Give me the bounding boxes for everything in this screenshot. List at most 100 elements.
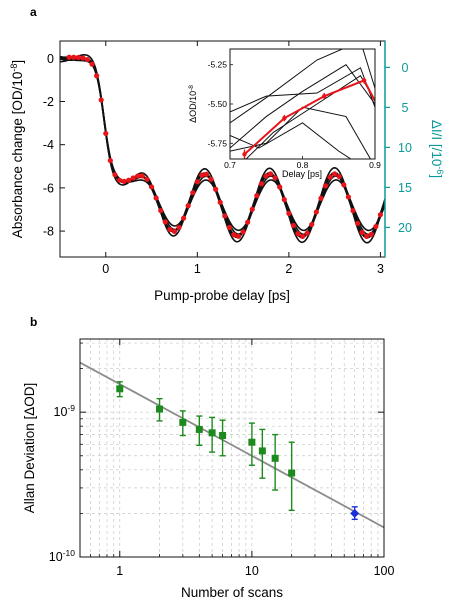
mean-trace-marker [203,171,210,177]
mean-trace-marker [313,209,319,215]
mean-trace-marker [139,173,145,179]
mean-trace-marker [126,177,132,183]
y2-tick-label: 10 [398,141,412,155]
inset-mean-marker [322,93,327,99]
y-tick-label: -6 [43,181,54,195]
y2-tick-label: 5 [402,101,409,115]
x-tick-label: 1 [194,262,201,276]
panel-a-y-ticks: 0 -2 -4 -6 -8 [43,52,65,239]
mean-trace-marker [359,229,365,236]
y-tick-label: 10-10 [49,548,75,564]
mean-trace-marker [373,223,379,230]
x-tick-label: 1 [116,564,123,578]
inset-chart: 0.7 0.8 0.9 -5.25 -5.50 -5.75 Delay [ps] ΔOD/… [188,48,382,179]
mean-trace-marker [240,229,246,235]
mean-trace-marker [208,176,214,182]
mean-trace-marker [89,61,95,67]
y2-tick-label: 0 [402,61,409,75]
mean-trace-marker [158,207,164,214]
panel-label-b: b [30,315,37,329]
mean-trace-marker [364,233,370,240]
mean-trace-marker [75,54,81,61]
inset-scan-trace [230,49,375,124]
mean-trace-marker [295,231,301,237]
mean-trace-marker [222,213,228,219]
data-point [179,418,187,426]
mean-trace-marker [235,233,242,239]
inset-y-axis-label: ΔOD/10-8 [188,85,198,123]
mean-trace-marker [290,222,297,229]
inset-mean-marker [361,78,367,83]
mean-trace-marker [249,206,255,212]
panel-a-x-ticks: 0 1 2 3 [102,41,384,276]
data-point-diamond [350,508,360,518]
mean-trace-marker [176,224,182,230]
y-tick-label: 0 [47,52,54,66]
mean-trace-marker [107,157,113,164]
mean-trace-marker [180,215,187,221]
mean-trace-marker [213,186,219,192]
inset-y-tick-label: -5.75 [208,138,228,148]
panel-label-a: a [30,5,37,19]
data-point [116,385,124,393]
inset-x-axis-label: Delay [ps] [282,169,322,179]
panel-b-grid [80,339,385,558]
panel-a-plot-area [60,54,385,244]
mean-trace-marker [66,54,72,60]
mean-trace-marker [231,232,237,238]
mean-trace-marker [112,172,118,178]
mean-trace-marker [185,203,191,209]
data-point [258,447,266,455]
mean-trace-marker [263,173,269,179]
inset-ticks: 0.7 0.8 0.9 -5.25 -5.50 -5.75 [208,60,382,170]
x-tick-label: 10 [245,564,259,578]
data-point [271,454,279,462]
mean-trace-marker [226,224,232,231]
mean-trace-marker [327,174,333,180]
mean-trace-marker [153,195,159,201]
mean-trace-marker [267,171,274,177]
y-tick-label: -8 [43,225,54,239]
panel-a-y2-ticks: 0 5 10 15 20 [385,61,412,235]
panel-b-x-axis-label: Number of scans [181,585,283,600]
mean-trace-marker [345,194,351,200]
panel-a-x-axis-label: Pump-probe delay [ps] [154,288,290,303]
data-point [195,425,203,433]
panel-b: b 1 10 100 10-10 10-9 Number of scans Allan … [22,315,394,600]
mean-trace-marker [322,183,329,189]
mean-trace-marker [217,199,223,205]
mean-trace-marker [350,208,356,214]
data-point [219,432,227,440]
mean-trace-marker [368,231,374,237]
mean-trace-marker [162,219,168,225]
data-point [156,405,164,413]
y2-tick-label: 20 [398,221,412,235]
mean-trace-marker [318,195,324,201]
panel-b-plot-area [79,361,385,529]
inset-mean-marker [282,115,287,121]
mean-trace-marker [332,171,338,177]
mean-trace-marker [258,181,265,187]
y-tick-label: -2 [43,95,54,109]
mean-trace-marker [277,184,283,190]
x-tick-label: 0 [102,262,109,276]
mean-trace-marker [272,175,278,181]
y-tick-label: -4 [43,138,54,152]
mean-trace-marker [254,193,260,199]
x-tick-label: 3 [377,262,384,276]
mean-trace-marker [281,197,287,203]
mean-trace-marker [84,56,91,63]
x-tick-label: 2 [285,262,292,276]
mean-trace-marker [94,73,100,79]
mean-trace-marker [309,221,315,228]
mean-trace-marker [167,226,173,233]
data-point [208,429,216,437]
mean-trace-marker [135,173,141,179]
inset-mean-marker [242,152,247,157]
mean-trace-marker [199,172,205,178]
panel-b-ticks: 1 10 100 10-10 10-9 [49,339,394,578]
panel-a-y-axis-label: Absorbance change [OD/10-8] [9,60,25,238]
y-tick-label: 10-9 [54,403,76,419]
inset-y-tick-label: -5.25 [208,60,228,70]
